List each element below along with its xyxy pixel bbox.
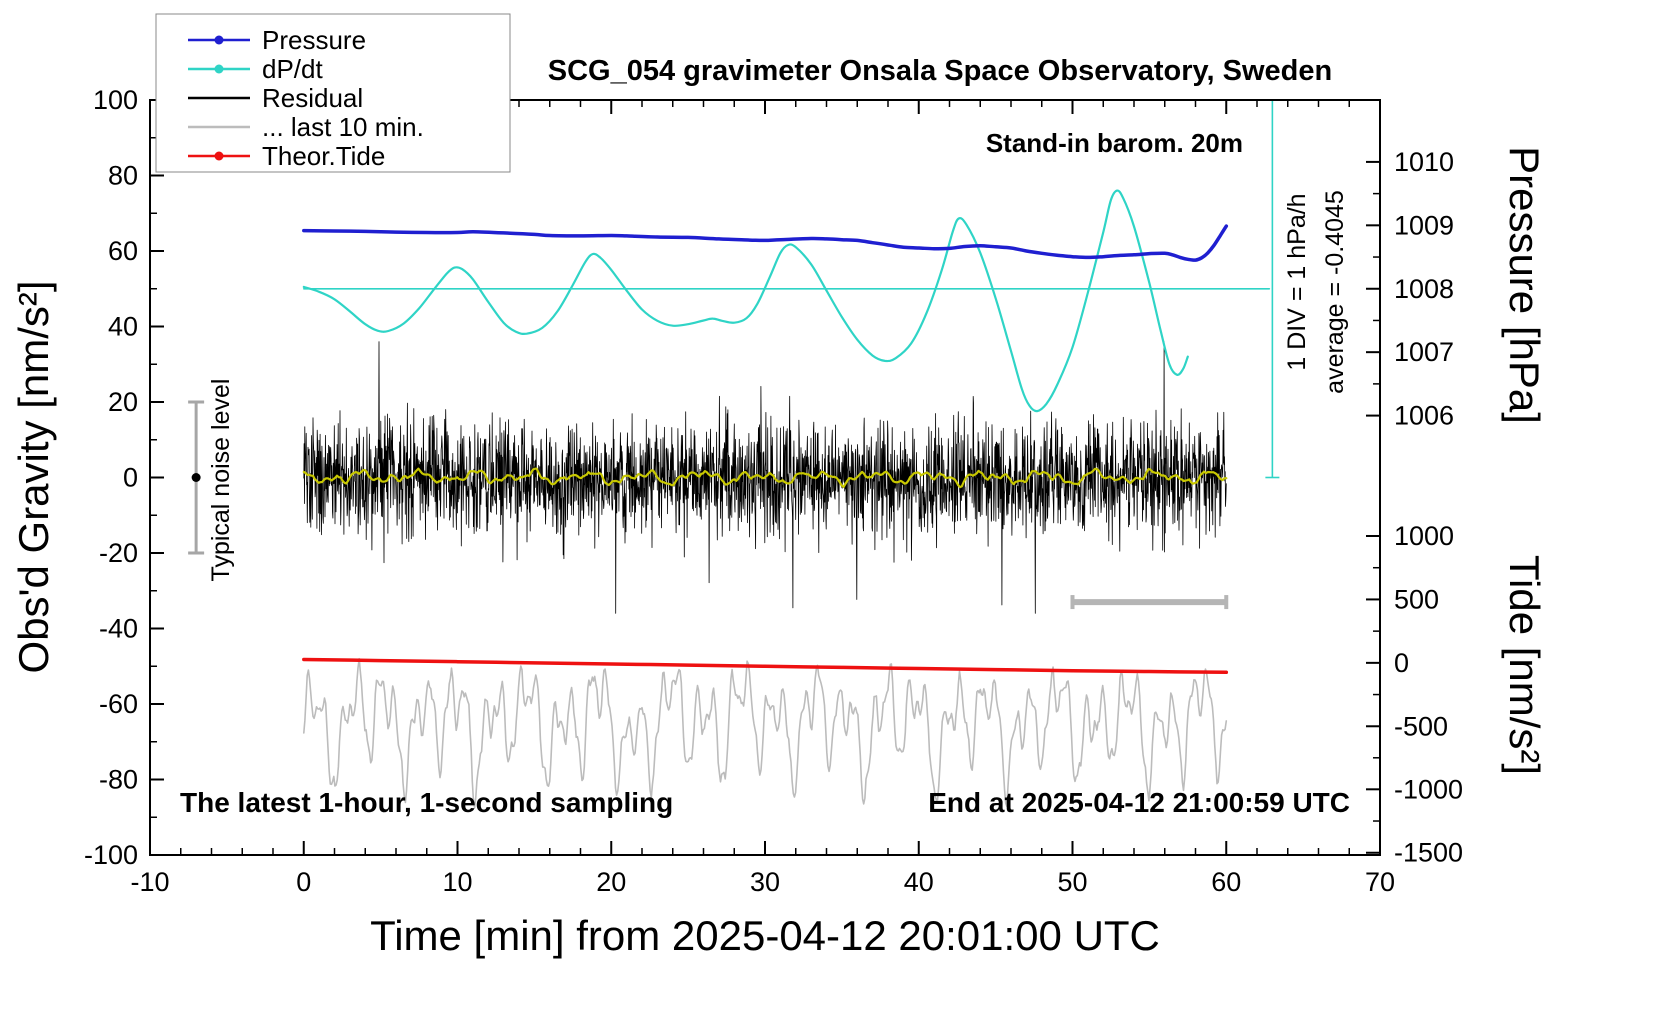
pressure-tick-label: 1007 [1394, 337, 1454, 367]
x-tick-label: 40 [904, 867, 934, 897]
y-tick-label: 0 [123, 463, 138, 493]
tide-axis-title: Tide [nm/s²] [1501, 555, 1548, 775]
legend-marker-dot [214, 64, 224, 74]
noise-level-dot [191, 473, 201, 482]
pressure-tick-label: 1006 [1394, 401, 1454, 431]
series-last-10-min [303, 657, 1228, 809]
tide-tick-label: -500 [1394, 711, 1448, 741]
y-tick-label: -20 [99, 538, 138, 568]
ticks-layer: -10 0 10 20 30 40 50 60 70-100-80-60-40-20020406… [84, 85, 1463, 897]
series-residual [303, 341, 1227, 614]
tide-tick-label: -1500 [1394, 838, 1463, 868]
y-tick-label: -40 [99, 614, 138, 644]
chart-title: SCG_054 gravimeter Onsala Space Observat… [548, 55, 1332, 87]
tide-tick-label: 0 [1394, 648, 1409, 678]
series-pressure [302, 224, 1229, 262]
x-axis-title: Time [min] from 2025-04-12 20:01:00 UTC [370, 912, 1160, 959]
tide-tick-label: 500 [1394, 584, 1439, 614]
standin-barometer-note: Stand-in barom. 20m [986, 128, 1243, 158]
plot-frame [149, 99, 1381, 856]
legend-item-label: dP/dt [262, 54, 323, 84]
x-tick-label: 60 [1211, 867, 1241, 897]
legend-marker-dot [214, 35, 224, 45]
y-tick-label: 40 [108, 312, 138, 342]
series-theor-tide [302, 657, 1229, 675]
series-layer [302, 189, 1271, 809]
end-time-note: End at 2025-04-12 21:00:59 UTC [928, 787, 1350, 818]
x-tick-label: 50 [1057, 867, 1087, 897]
series-residual-smooth [302, 467, 1228, 489]
y-tick-label: -60 [99, 689, 138, 719]
tide-tick-label: 1000 [1394, 521, 1454, 551]
legend-item-label: Residual [262, 83, 363, 113]
legend-item-label: ... last 10 min. [262, 112, 424, 142]
y-tick-label: 60 [108, 236, 138, 266]
div-scale-label: 1 DIV = 1 hPa/h [1283, 193, 1311, 370]
average-value-label: average = -0.4045 [1321, 190, 1349, 394]
legend-item-label: Theor.Tide [262, 141, 385, 171]
y-tick-label: 100 [93, 85, 138, 115]
pressure-tick-label: 1008 [1394, 274, 1454, 304]
pressure-tick-label: 1010 [1394, 147, 1454, 177]
pressure-axis-title: Pressure [hPa] [1501, 146, 1548, 424]
y-tick-label: -100 [84, 840, 138, 870]
legend-marker-dot [214, 151, 224, 161]
legend-item-label: Pressure [262, 25, 366, 55]
gravity-axis-title: Obs'd Gravity [nm/s²] [10, 280, 57, 673]
typical-noise-level-label: Typical noise level [207, 379, 235, 582]
x-tick-label: 70 [1365, 867, 1395, 897]
y-tick-label: 80 [108, 161, 138, 191]
y-tick-label: -80 [99, 765, 138, 795]
series-dp-dt [302, 189, 1189, 413]
y-tick-label: 20 [108, 387, 138, 417]
x-tick-label: 0 [296, 867, 311, 897]
x-tick-label: 30 [750, 867, 780, 897]
markers-layer [188, 99, 1280, 610]
tide-tick-label: -1000 [1394, 774, 1463, 804]
x-tick-label: 10 [442, 867, 472, 897]
x-tick-label: -10 [130, 867, 169, 897]
x-tick-label: 20 [596, 867, 626, 897]
pressure-tick-label: 1009 [1394, 210, 1454, 240]
sampling-note: The latest 1-hour, 1-second sampling [180, 787, 673, 818]
